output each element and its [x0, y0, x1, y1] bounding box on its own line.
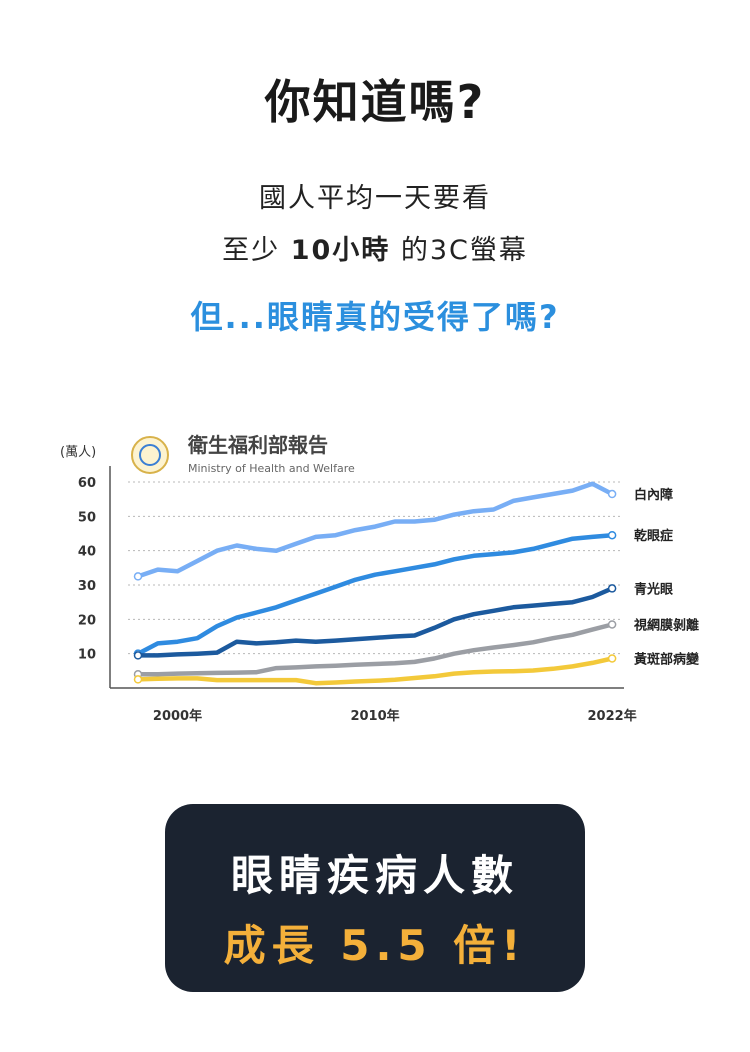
series-label: 黃斑部病變: [633, 651, 700, 667]
question-heading: 但...眼睛真的受得了嗎?: [190, 298, 560, 336]
ministry-seal-icon: [131, 436, 169, 474]
y-unit-label: (萬人): [60, 445, 96, 460]
result-callout: 眼睛疾病人數 成長 5.5 倍!: [165, 804, 585, 992]
headline: 你知道嗎?: [264, 75, 486, 129]
series-line-0: [135, 481, 615, 579]
series-end-marker: [607, 530, 617, 540]
series-start-marker: [133, 675, 143, 684]
gridlines: [128, 481, 622, 655]
callout-line-1: 眼睛疾病人數: [230, 851, 519, 900]
series-start-marker: [133, 572, 143, 581]
eye-disease-chart: 衛生福利部報告 Ministry of Health and Welfare (…: [0, 420, 750, 740]
axes: 10 20 30 40 50 60 2000年 2010年 2022年: [78, 466, 637, 724]
series-label: 乾眼症: [634, 528, 673, 544]
x-tick-label: 2022年: [588, 708, 637, 724]
y-tick-label: 50: [78, 510, 96, 525]
series-line-4: [135, 656, 615, 686]
series-line-1: [135, 532, 615, 656]
intro-line-1: 國人平均一天要看: [259, 183, 491, 214]
y-tick-label: 40: [78, 545, 96, 560]
callout-line-2: 成長 5.5 倍!: [223, 921, 527, 970]
series-label: 白內障: [634, 487, 673, 503]
series-start-marker: [133, 651, 143, 660]
series-label: 視網膜剝離: [633, 617, 699, 633]
intro-line-2: 至少 10小時 的3C螢幕: [0, 228, 750, 267]
intro-hours-highlight: 10小時: [290, 235, 391, 266]
series-line-3: [135, 622, 615, 677]
intro-line-2-prefix: 至少: [222, 235, 281, 266]
intro-line-2-suffix: 的3C螢幕: [400, 235, 528, 266]
series-end-marker: [607, 489, 617, 499]
series-end-marker: [607, 584, 617, 593]
series-end-marker: [607, 654, 617, 663]
ministry-seal-inner-icon: [139, 444, 161, 466]
chart-canvas: 衛生福利部報告 Ministry of Health and Welfare (…: [60, 433, 700, 724]
x-tick-label: 2000年: [153, 708, 202, 724]
series-label: 青光眼: [634, 581, 674, 597]
y-tick-label: 60: [78, 476, 96, 491]
series-end-marker: [607, 620, 617, 629]
y-tick-label: 20: [78, 613, 96, 628]
series-lines: [133, 481, 617, 686]
source-english-name: Ministry of Health and Welfare: [188, 462, 355, 475]
source-logo: 衛生福利部報告 Ministry of Health and Welfare: [131, 433, 355, 475]
y-tick-label: 30: [78, 579, 96, 594]
x-tick-label: 2010年: [350, 708, 399, 724]
series-line-2: [135, 586, 615, 658]
y-tick-label: 10: [78, 648, 96, 663]
source-name: 衛生福利部報告: [187, 433, 328, 457]
